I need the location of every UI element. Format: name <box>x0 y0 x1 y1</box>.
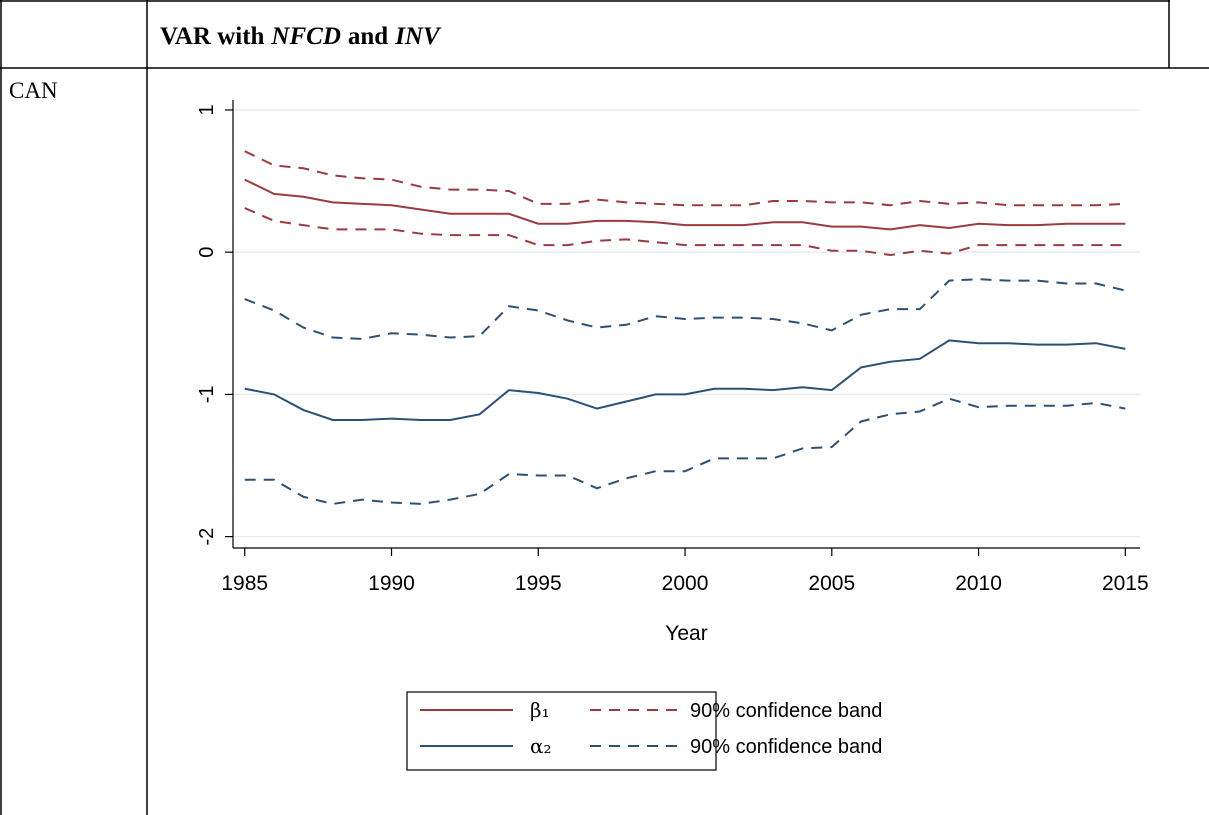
legend-box <box>406 691 717 771</box>
legend-label: 90% confidence band <box>690 736 882 758</box>
x-tick-label: 1985 <box>221 572 268 595</box>
y-tick-label: 0 <box>196 247 218 258</box>
band-lower <box>244 397 1126 505</box>
title-part: and <box>348 23 388 50</box>
x-tick-label: 2000 <box>662 572 709 595</box>
line <box>244 339 1126 421</box>
x-tick-label: 2005 <box>808 572 855 595</box>
x-axis-label: Year <box>665 622 707 645</box>
y-tick-label: -1 <box>196 386 218 404</box>
row-label: CAN <box>9 78 58 103</box>
y-tick-label: -2 <box>196 528 218 546</box>
x-tick-label: 2010 <box>955 572 1002 595</box>
band-upper <box>244 150 1126 207</box>
header-title: VAR with NFCD and INV <box>160 23 442 50</box>
legend: β₁ 90% confidence band α₂ 90% confidence ba… <box>406 691 882 771</box>
y-tick-label: 1 <box>196 104 218 115</box>
legend-label: β₁ <box>530 698 550 722</box>
title-part: VAR with <box>160 23 265 50</box>
x-tick-label: 1995 <box>515 572 562 595</box>
legend-label: α₂ <box>530 734 552 758</box>
band-upper <box>244 278 1126 340</box>
x-tick-label: 1990 <box>368 572 415 595</box>
band-lower <box>244 207 1126 257</box>
chart: -2 -1 0 1 1985 1990 1995 2000 2005 2010 2015 Year β₁… <box>196 100 1149 771</box>
title-part: INV <box>394 23 442 50</box>
x-tick-label: 2015 <box>1102 572 1149 595</box>
legend-label: 90% confidence band <box>690 700 882 722</box>
line <box>244 178 1126 231</box>
title-part: NFCD <box>270 23 340 50</box>
